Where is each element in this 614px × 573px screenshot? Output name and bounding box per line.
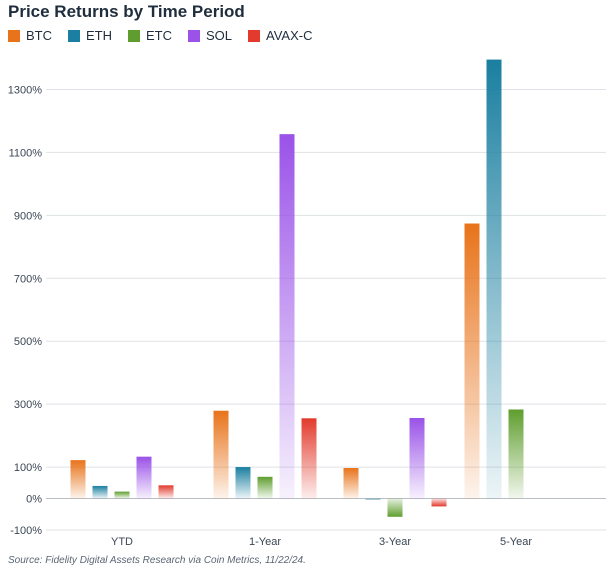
bar-avax-c-1-year <box>301 418 317 499</box>
legend-item-sol: SOL <box>188 28 232 43</box>
bar-sol-ytd <box>136 456 152 499</box>
chart-title: Price Returns by Time Period <box>8 2 245 21</box>
legend-swatch-btc <box>8 29 20 42</box>
legend-swatch-sol <box>188 29 200 42</box>
y-tick-label: 500% <box>14 336 42 348</box>
bar-etc-1-year <box>257 476 273 499</box>
legend-item-eth: ETH <box>68 28 112 43</box>
bar-btc-5-year <box>464 223 480 499</box>
legend-label-etc: ETC <box>146 28 172 43</box>
x-tick-label: YTD <box>111 536 133 548</box>
x-tick-label: 1-Year <box>249 536 281 548</box>
y-tick-label: -100% <box>10 525 42 537</box>
x-tick-label: 5-Year <box>500 536 532 548</box>
legend-label-avax: AVAX-C <box>266 28 313 43</box>
legend-item-btc: BTC <box>8 28 52 43</box>
y-tick-label: 1100% <box>9 147 43 159</box>
bar-eth-3-year <box>365 498 381 500</box>
bar-etc-ytd <box>114 491 130 499</box>
y-tick-label: 700% <box>14 273 42 285</box>
source-note: Source: Fidelity Digital Assets Research… <box>8 555 306 566</box>
y-tick-label: 300% <box>14 399 42 411</box>
bar-btc-3-year <box>343 468 359 499</box>
bar-eth-5-year <box>486 59 502 499</box>
legend-swatch-avax <box>248 29 261 42</box>
bar-eth-ytd <box>92 485 108 499</box>
bar-avax-c-ytd <box>158 485 174 499</box>
bar-sol-3-year <box>409 417 425 499</box>
y-tick-label: 900% <box>14 210 42 222</box>
bar-btc-1-year <box>213 410 229 499</box>
bar-btc-ytd <box>70 460 86 499</box>
bar-sol-1-year <box>279 134 295 499</box>
legend-label-eth: ETH <box>86 28 112 43</box>
legend-label-btc: BTC <box>26 28 52 43</box>
x-tick-label: 3-Year <box>379 536 411 548</box>
y-tick-label: 100% <box>14 462 42 474</box>
legend-swatch-etc <box>128 29 140 42</box>
legend-label-sol: SOL <box>206 28 233 43</box>
legend-swatch-eth <box>68 29 80 42</box>
legend: BTC ETH ETC SOL AVAX-C <box>8 28 329 43</box>
legend-item-avax: AVAX-C <box>248 28 313 43</box>
y-tick-label: 0% <box>26 494 42 506</box>
bar-etc-5-year <box>508 409 524 499</box>
bar-eth-1-year <box>235 467 251 499</box>
legend-item-etc: ETC <box>128 28 172 43</box>
y-tick-label: 1300% <box>8 84 42 96</box>
bar-avax-c-3-year <box>431 498 447 507</box>
bar-etc-3-year <box>387 498 403 517</box>
